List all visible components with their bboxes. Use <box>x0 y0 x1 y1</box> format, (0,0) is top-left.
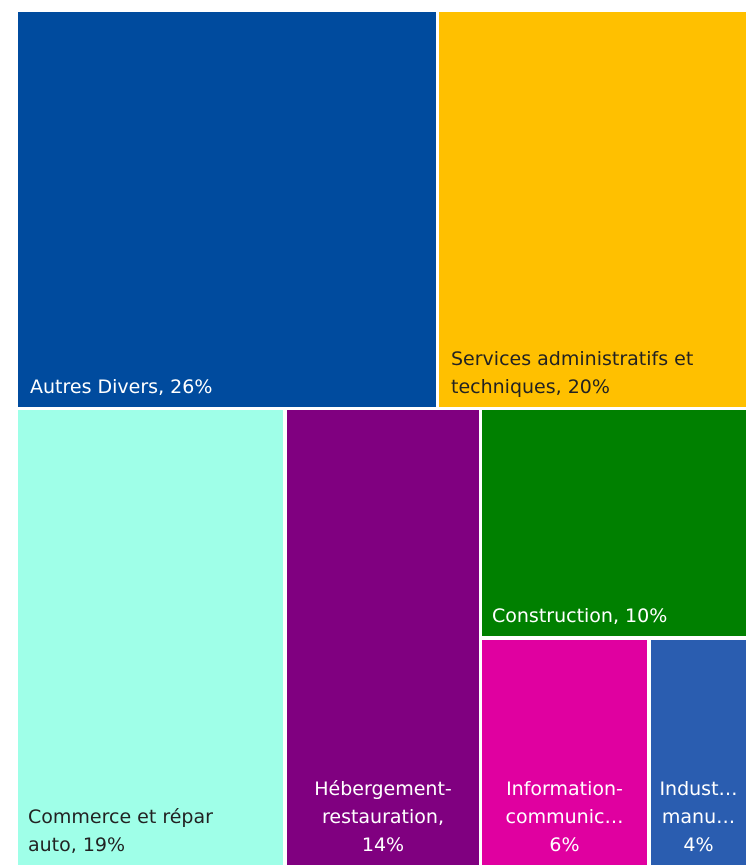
treemap-tile-label: Services administratifs et techniques, 20… <box>451 345 693 401</box>
treemap-tile-label-line: Services administratifs et <box>451 348 694 370</box>
treemap-tile-label-line: 6% <box>549 834 580 856</box>
treemap-tile-services-administratifs-et-techniques: Services administratifs et techniques, 20… <box>439 12 746 407</box>
treemap-tile-label-line: manu… <box>661 806 736 828</box>
treemap-tile-label-line: restauration, <box>321 806 444 828</box>
treemap-tile-commerce-et-r-par-auto: Commerce et répar auto, 19% <box>18 410 283 865</box>
treemap-tile-construction: Construction, 10% <box>482 410 746 636</box>
treemap-tile-label-line: 4% <box>683 834 714 856</box>
treemap-tile-label-line: Commerce et répar <box>28 806 213 828</box>
treemap-tile-label-line: Information- <box>506 778 623 800</box>
treemap-tile-label: Autres Divers, 26% <box>30 373 212 401</box>
treemap-tile-label-line: Construction, 10% <box>492 605 668 627</box>
treemap-tile-label: Information-communic… 6% <box>482 775 647 859</box>
treemap-tile-label: Commerce et répar auto, 19% <box>28 803 213 859</box>
treemap-tile-label: Hébergement-restauration, 14% <box>287 775 479 859</box>
treemap-tile-label-line: communic… <box>505 806 624 828</box>
treemap-tile-h-bergement-restauration: Hébergement-restauration, 14% <box>287 410 479 865</box>
treemap-tile-label-line: Autres Divers, 26% <box>30 376 213 398</box>
treemap-tile-label-line: techniques, 20% <box>451 376 610 398</box>
treemap-tile-label-line: 14% <box>361 834 405 856</box>
treemap-tile-label: Construction, 10% <box>492 602 667 630</box>
treemap-tile-autres-divers: Autres Divers, 26% <box>18 12 436 407</box>
treemap-tile-information-communic: Information-communic… 6% <box>482 640 647 865</box>
treemap-tile-label-line: Hébergement- <box>314 778 452 800</box>
treemap-tile-label-line: Indust… <box>659 778 738 800</box>
treemap-tile-indust-manu: Indust… manu… 4% <box>651 640 746 865</box>
treemap-tile-label: Indust… manu… 4% <box>651 775 746 859</box>
treemap-tile-label-line: auto, 19% <box>28 834 126 856</box>
